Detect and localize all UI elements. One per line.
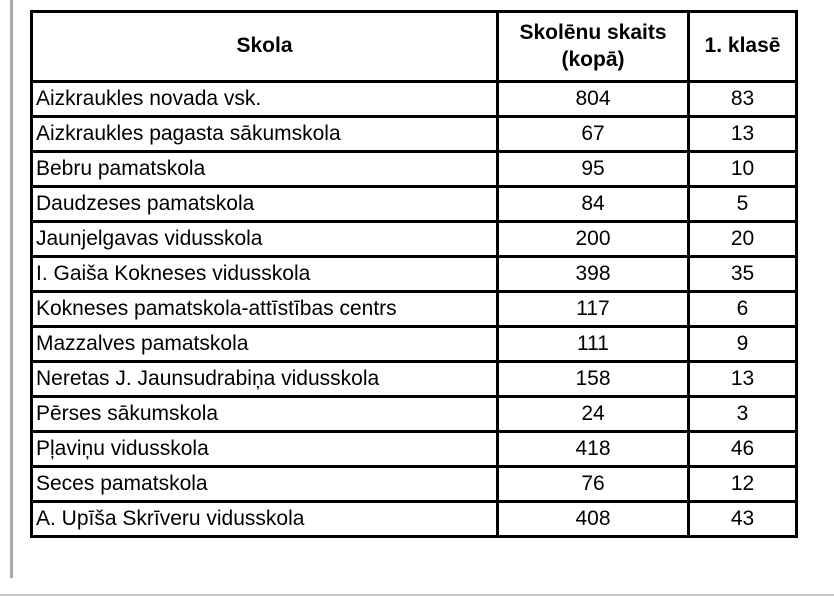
first-grade-cell: 46 <box>687 430 798 468</box>
school-name-cell: I. Gaiša Kokneses vidusskola <box>30 255 499 293</box>
table-row: I. Gaiša Kokneses vidusskola 398 35 <box>30 255 798 293</box>
total-students-cell: 76 <box>496 465 690 503</box>
first-grade-cell: 43 <box>687 500 798 538</box>
table-row: Daudzeses pamatskola 84 5 <box>30 185 798 223</box>
table-row: Aizkraukles pagasta sākumskola 67 13 <box>30 115 798 153</box>
schools-table: Skola Skolēnu skaits (kopā) 1. klasē Aiz… <box>30 10 798 538</box>
school-name-cell: Pērses sākumskola <box>30 395 499 433</box>
column-header-skolenu-skaits: Skolēnu skaits (kopā) <box>496 10 690 83</box>
total-students-cell: 95 <box>496 150 690 188</box>
first-grade-cell: 12 <box>687 465 798 503</box>
total-students-cell: 24 <box>496 395 690 433</box>
first-grade-cell: 10 <box>687 150 798 188</box>
total-students-cell: 111 <box>496 325 690 363</box>
school-name-cell: Aizkraukles pagasta sākumskola <box>30 115 499 153</box>
first-grade-cell: 9 <box>687 325 798 363</box>
total-students-cell: 398 <box>496 255 690 293</box>
column-header-1-klase: 1. klasē <box>687 10 798 83</box>
first-grade-cell: 13 <box>687 360 798 398</box>
table-row: Seces pamatskola 76 12 <box>30 465 798 503</box>
school-name-cell: Bebru pamatskola <box>30 150 499 188</box>
first-grade-cell: 5 <box>687 185 798 223</box>
total-students-cell: 408 <box>496 500 690 538</box>
school-name-cell: Neretas J. Jaunsudrabiņa vidusskola <box>30 360 499 398</box>
school-name-cell: Seces pamatskola <box>30 465 499 503</box>
bottom-page-edge-line <box>0 594 834 596</box>
school-name-cell: Jaunjelgavas vidusskola <box>30 220 499 258</box>
table-header-row: Skola Skolēnu skaits (kopā) 1. klasē <box>30 10 798 83</box>
table-row: Neretas J. Jaunsudrabiņa vidusskola 158 13 <box>30 360 798 398</box>
first-grade-cell: 35 <box>687 255 798 293</box>
total-students-cell: 117 <box>496 290 690 328</box>
first-grade-cell: 3 <box>687 395 798 433</box>
first-grade-cell: 13 <box>687 115 798 153</box>
school-name-cell: Pļaviņu vidusskola <box>30 430 499 468</box>
table-row: Mazzalves pamatskola 111 9 <box>30 325 798 363</box>
school-name-cell: Aizkraukles novada vsk. <box>30 80 499 118</box>
column-header-skola: Skola <box>30 10 499 83</box>
first-grade-cell: 20 <box>687 220 798 258</box>
total-students-cell: 200 <box>496 220 690 258</box>
total-students-cell: 804 <box>496 80 690 118</box>
table-row: Jaunjelgavas vidusskola 200 20 <box>30 220 798 258</box>
school-name-cell: Kokneses pamatskola-attīstības centrs <box>30 290 499 328</box>
total-students-cell: 418 <box>496 430 690 468</box>
table-row: Pērses sākumskola 24 3 <box>30 395 798 433</box>
first-grade-cell: 83 <box>687 80 798 118</box>
first-grade-cell: 6 <box>687 290 798 328</box>
table-row: Pļaviņu vidusskola 418 46 <box>30 430 798 468</box>
total-students-cell: 158 <box>496 360 690 398</box>
school-name-cell: Mazzalves pamatskola <box>30 325 499 363</box>
left-page-edge-line <box>10 0 13 578</box>
school-name-cell: A. Upīša Skrīveru vidusskola <box>30 500 499 538</box>
total-students-cell: 67 <box>496 115 690 153</box>
table-row: Aizkraukles novada vsk. 804 83 <box>30 80 798 118</box>
table-body: Aizkraukles novada vsk. 804 83 Aizkraukles … <box>30 80 798 538</box>
table-row: Bebru pamatskola 95 10 <box>30 150 798 188</box>
school-name-cell: Daudzeses pamatskola <box>30 185 499 223</box>
total-students-cell: 84 <box>496 185 690 223</box>
table-row: Kokneses pamatskola-attīstības centrs 117… <box>30 290 798 328</box>
table-row: A. Upīša Skrīveru vidusskola 408 43 <box>30 500 798 538</box>
